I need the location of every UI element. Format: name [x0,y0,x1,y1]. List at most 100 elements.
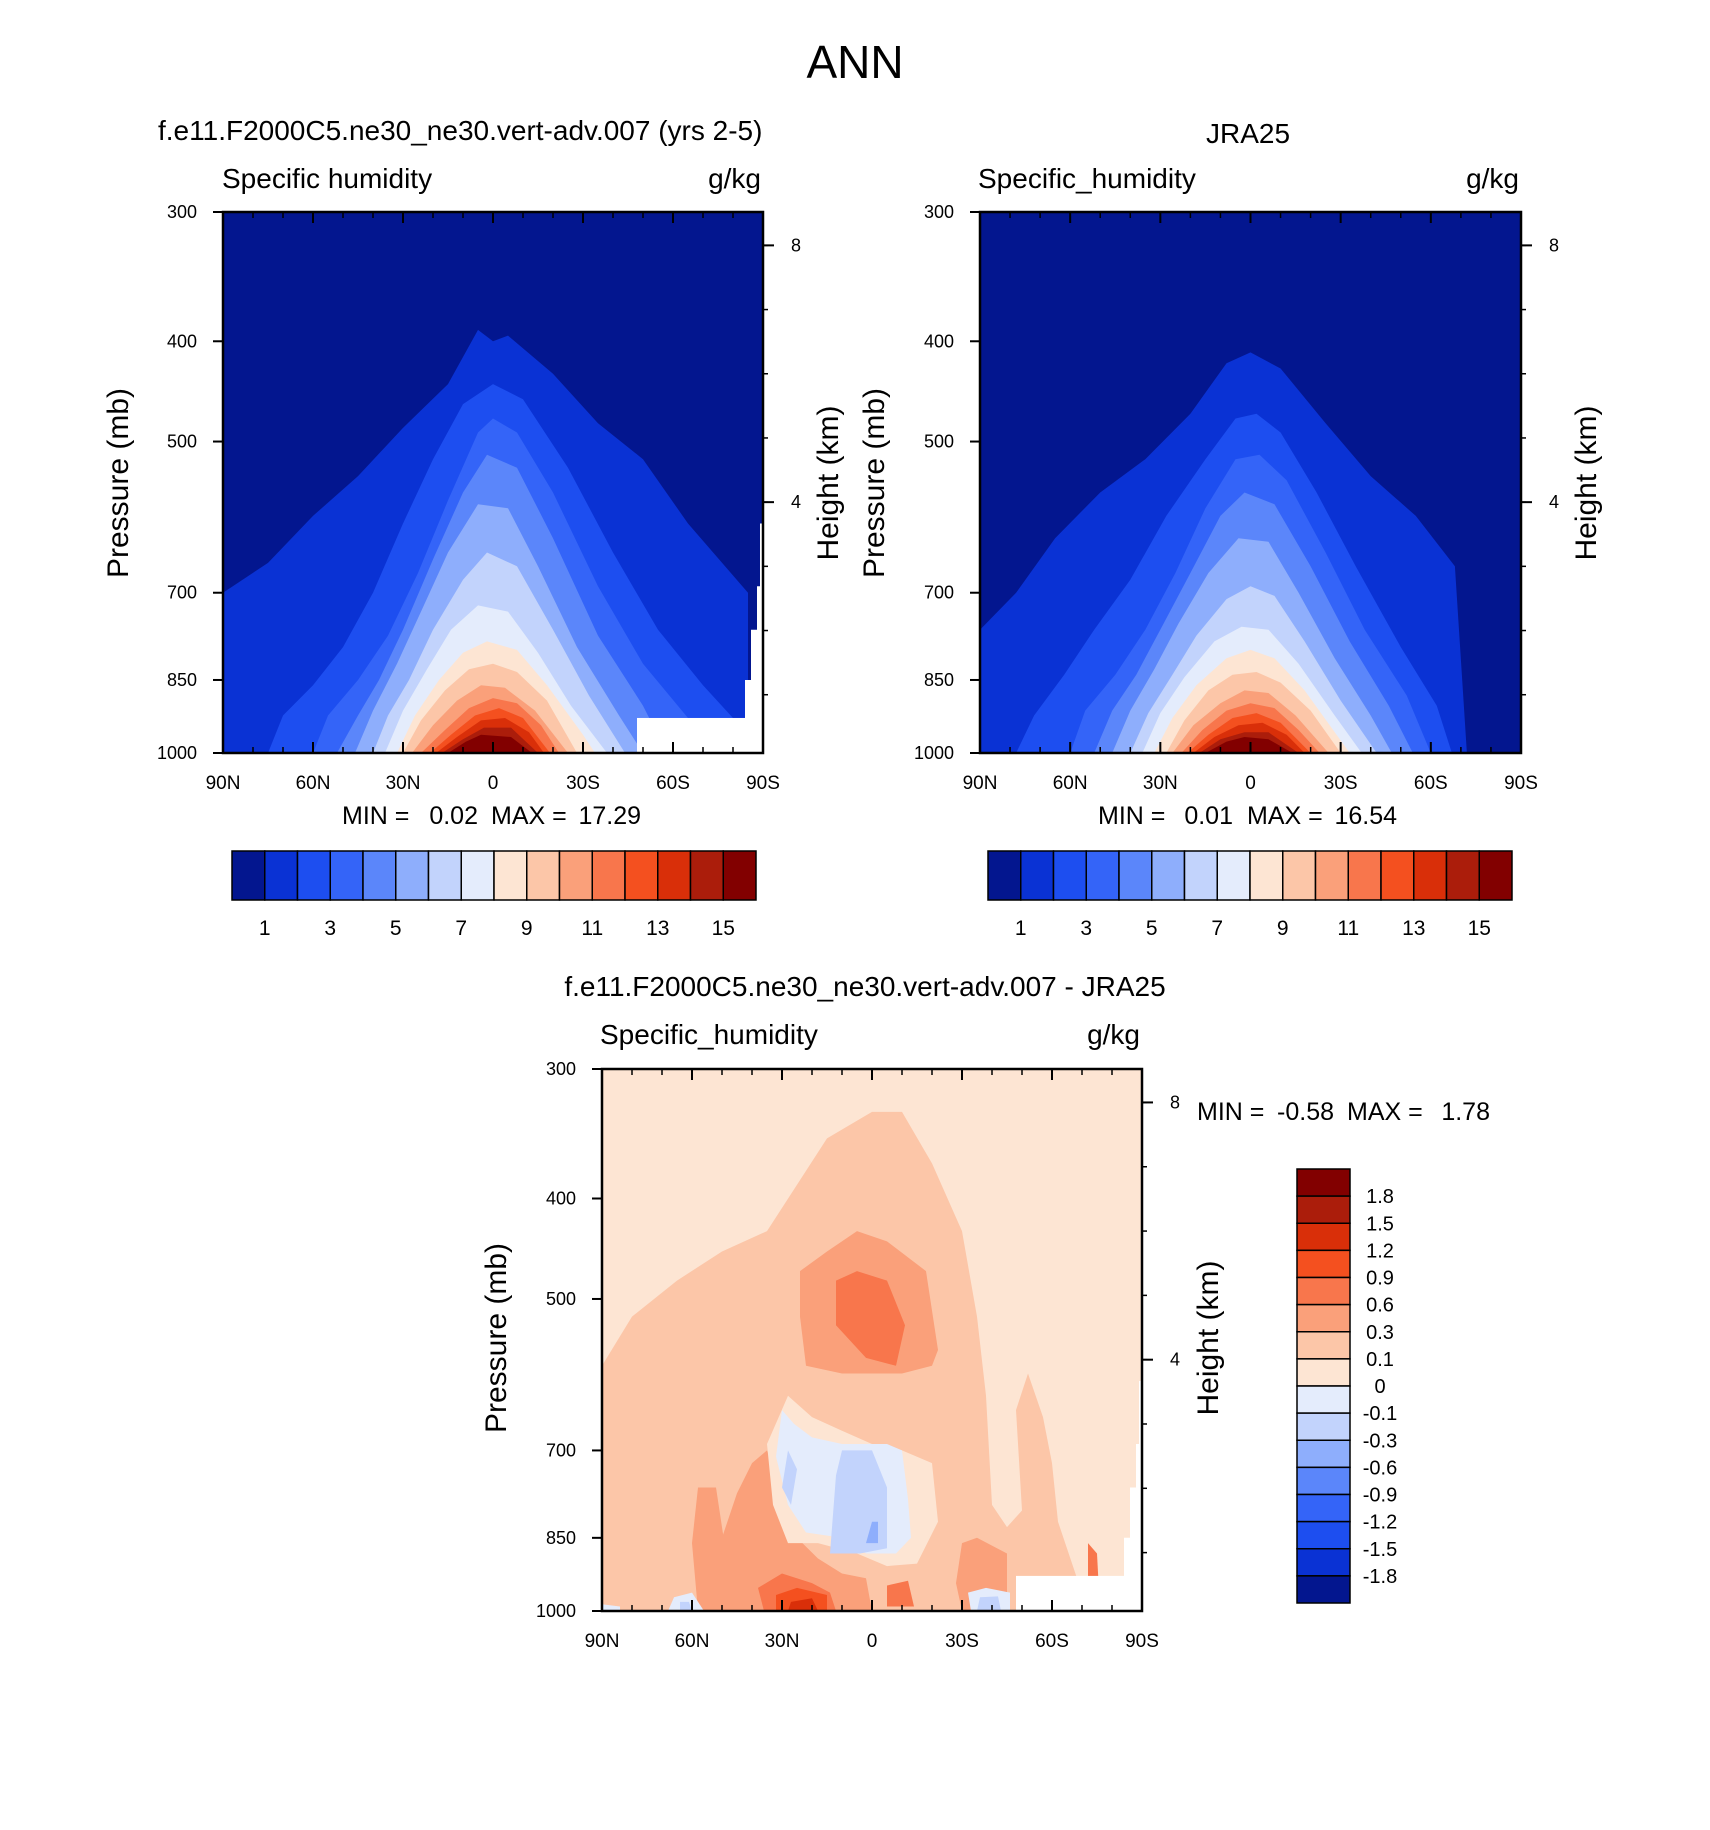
colorbar-swatch [1151,850,1186,901]
colorbar-swatch [427,850,462,901]
colorbar-label: 11 [581,917,603,940]
colorbar-label: 1.5 [1366,1213,1394,1235]
colorbar-swatch [1314,850,1349,901]
colorbar-label: 1 [259,917,271,940]
panel-model-plot: 90N 60N 30N 0 30S 60S 90S 300 400 500 700 850 1000 8 4 [157,202,801,794]
colorbar-swatch [1296,1412,1351,1441]
contour-region-20 [602,1604,620,1611]
colorbar-swatch [1282,850,1317,901]
x-tick-label: 90S [746,773,780,794]
colorbar-label: 15 [712,917,735,940]
panel-diff-ylabel: Pressure (mb) [480,1243,513,1433]
x-tick-label: 90N [206,773,241,794]
panel-diff: f.e11.F2000C5.ne30_ne30.vert-adv.007 - J… [480,971,1490,1652]
colorbar-label: 15 [1468,917,1491,940]
colorbar-swatch [1296,1385,1351,1414]
colorbar-swatch [1296,1303,1351,1333]
y-tick-label: 400 [924,331,954,351]
colorbar-swatch [1249,850,1284,901]
colorbar-label: 7 [455,917,467,940]
contour-fills [223,212,763,753]
colorbar-label: 0.3 [1366,1322,1394,1344]
contour-fill-level-15 [448,734,532,753]
x-tick-label: 90S [1125,1631,1159,1652]
panel-model-units: g/kg [708,163,761,194]
panel-obs-ylabel-right: Height (km) [1570,405,1603,560]
x-tick-label: 30S [945,1631,979,1652]
x-tick-label: 30N [386,773,421,794]
colorbar-label: 9 [521,917,533,940]
colorbar-swatch [362,850,397,901]
colorbar-swatch [1296,1466,1351,1496]
y-tick-label: 300 [924,202,954,222]
panel-obs-max-label: MAX = [1247,802,1323,830]
colorbar-label: 7 [1211,917,1223,940]
colorbar-label: 5 [1146,917,1158,940]
colorbar-swatch [1296,1276,1351,1306]
colorbar-swatch [1296,1358,1351,1387]
x-tick-label: 30N [765,1631,800,1652]
contour-region-16 [668,1592,704,1611]
panel-obs-min-value: 0.01 [1184,802,1233,830]
panel-obs-plot: 90N 60N 30N 0 30S 60S 90S 300 400 500 700 850 1000 8 4 [914,202,1559,794]
y-tick-label: 700 [546,1440,576,1460]
x-tick-label: 90N [963,773,998,794]
colorbar-label: 3 [324,917,336,940]
colorbar-swatch [395,850,430,901]
colorbar-label: -0.3 [1363,1430,1397,1452]
panel-model-max-value: 17.29 [578,802,641,830]
colorbar-swatch [264,850,299,901]
colorbar-label: -0.6 [1363,1457,1397,1479]
colorbar-swatch [1020,850,1055,901]
missing-data-edge [745,523,763,721]
colorbar-label: 13 [646,917,669,940]
colorbar-swatch [689,850,724,901]
contour-fills [980,212,1521,753]
colorbar-swatch [526,850,561,901]
colorbar-swatch [1296,1439,1351,1469]
panel-obs-ylabel: Pressure (mb) [858,388,891,578]
height-tick-label: 8 [1170,1092,1180,1112]
colorbar-swatch [1296,1331,1351,1360]
panel-obs-title: JRA25 [1206,118,1290,149]
y-tick-label: 1000 [914,743,954,763]
colorbar-label: 0.1 [1366,1349,1394,1371]
panel-diff-variable: Specific_humidity [600,1019,818,1050]
colorbar-label: 5 [390,917,402,940]
panel-model-min-label: MIN = [342,802,409,830]
colorbar-swatch [1296,1548,1351,1577]
panel-diff-units: g/kg [1087,1019,1140,1050]
x-tick-label: 30S [1324,773,1358,794]
panel-model-ylabel-right: Height (km) [812,405,845,560]
colorbar-swatch [329,850,364,901]
colorbar-swatch [657,850,692,901]
height-tick-label: 4 [791,492,801,512]
colorbar-swatch [296,850,331,901]
contour-region-9 [788,1598,818,1611]
colorbar-swatch [1085,850,1120,901]
panel-obs-units: g/kg [1466,163,1519,194]
missing-data-mask [1016,1575,1142,1611]
colorbar-label: 0.6 [1366,1295,1394,1317]
colorbar-swatch [722,850,757,901]
colorbar-obs: 1 3 5 7 9 11 13 15 [987,850,1513,940]
panel-obs-max-value: 16.54 [1334,802,1397,830]
figure-title: ANN [806,36,903,88]
colorbar-swatch [1296,1168,1351,1197]
y-tick-label: 400 [167,331,197,351]
y-tick-label: 500 [546,1289,576,1309]
colorbar-label: 3 [1080,917,1092,940]
colorbar-label: 11 [1337,917,1359,940]
colorbar-swatch [1296,1493,1351,1523]
y-tick-label: 300 [167,202,197,222]
colorbar-label: -0.1 [1363,1403,1397,1425]
x-tick-label: 60N [296,773,331,794]
panel-model-title: f.e11.F2000C5.ne30_ne30.vert-adv.007 (yr… [158,115,762,146]
colorbar-swatch [1478,850,1513,901]
x-tick-label: 90N [585,1631,620,1652]
panel-model-min-value: 0.02 [429,802,478,830]
x-tick-label: 0 [1245,773,1256,794]
contour-fill-level-15 [1205,737,1293,753]
colorbar-swatch [460,850,495,901]
x-tick-label: 60S [656,773,690,794]
